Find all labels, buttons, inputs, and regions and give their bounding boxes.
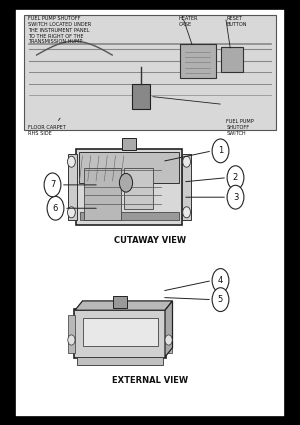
Circle shape [68,156,75,167]
Text: 5: 5 [218,295,223,304]
Bar [113,296,127,308]
Bar [165,314,172,353]
Text: RESET
BUTTON: RESET BUTTON [226,16,247,27]
Bar [124,168,153,209]
Bar [82,318,158,346]
FancyBboxPatch shape [74,309,166,358]
Bar [84,168,121,221]
Text: FUEL PUMP SHUTOFF
SWITCH LOCATED UNDER
THE INSTRUMENT PANEL
TO THE RIGHT OF THE
: FUEL PUMP SHUTOFF SWITCH LOCATED UNDER T… [28,16,92,44]
Bar [182,154,190,220]
Circle shape [212,269,229,292]
Circle shape [47,196,64,220]
Text: 4: 4 [218,276,223,285]
Bar [79,152,179,183]
Text: 3: 3 [233,193,238,202]
Polygon shape [75,301,172,310]
Text: 7: 7 [50,180,55,190]
Bar [24,15,276,130]
Bar [68,154,76,220]
Circle shape [212,288,229,312]
Bar [76,357,164,365]
Text: EXTERNAL VIEW: EXTERNAL VIEW [112,376,188,385]
Bar [180,44,215,78]
Circle shape [183,156,190,167]
Circle shape [68,207,75,218]
Polygon shape [165,301,172,357]
Circle shape [183,207,190,218]
Circle shape [119,173,133,192]
Bar [24,134,276,238]
Text: FLOOR CARPET
RHS SIDE: FLOOR CARPET RHS SIDE [28,125,66,136]
Text: HEATER
CASE: HEATER CASE [178,16,198,27]
Bar [122,138,136,150]
Bar [220,47,243,72]
Circle shape [227,166,244,190]
Text: CUTAWAY VIEW: CUTAWAY VIEW [114,235,186,245]
Circle shape [165,335,172,345]
Text: FUEL PUMP
SHUTOFF
SWITCH: FUEL PUMP SHUTOFF SWITCH [226,119,254,136]
Bar [80,212,178,220]
FancyBboxPatch shape [76,148,182,225]
Bar [30,280,270,376]
Circle shape [44,173,61,197]
Text: 1: 1 [218,146,223,156]
Text: 6: 6 [53,204,58,213]
Circle shape [212,139,229,163]
Bar [132,84,150,109]
Text: 2: 2 [233,173,238,182]
Circle shape [68,335,75,345]
Bar [68,314,75,353]
Circle shape [227,185,244,209]
